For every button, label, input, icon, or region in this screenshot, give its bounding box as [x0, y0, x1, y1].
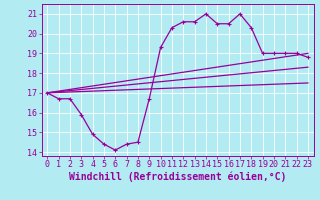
X-axis label: Windchill (Refroidissement éolien,°C): Windchill (Refroidissement éolien,°C) [69, 172, 286, 182]
